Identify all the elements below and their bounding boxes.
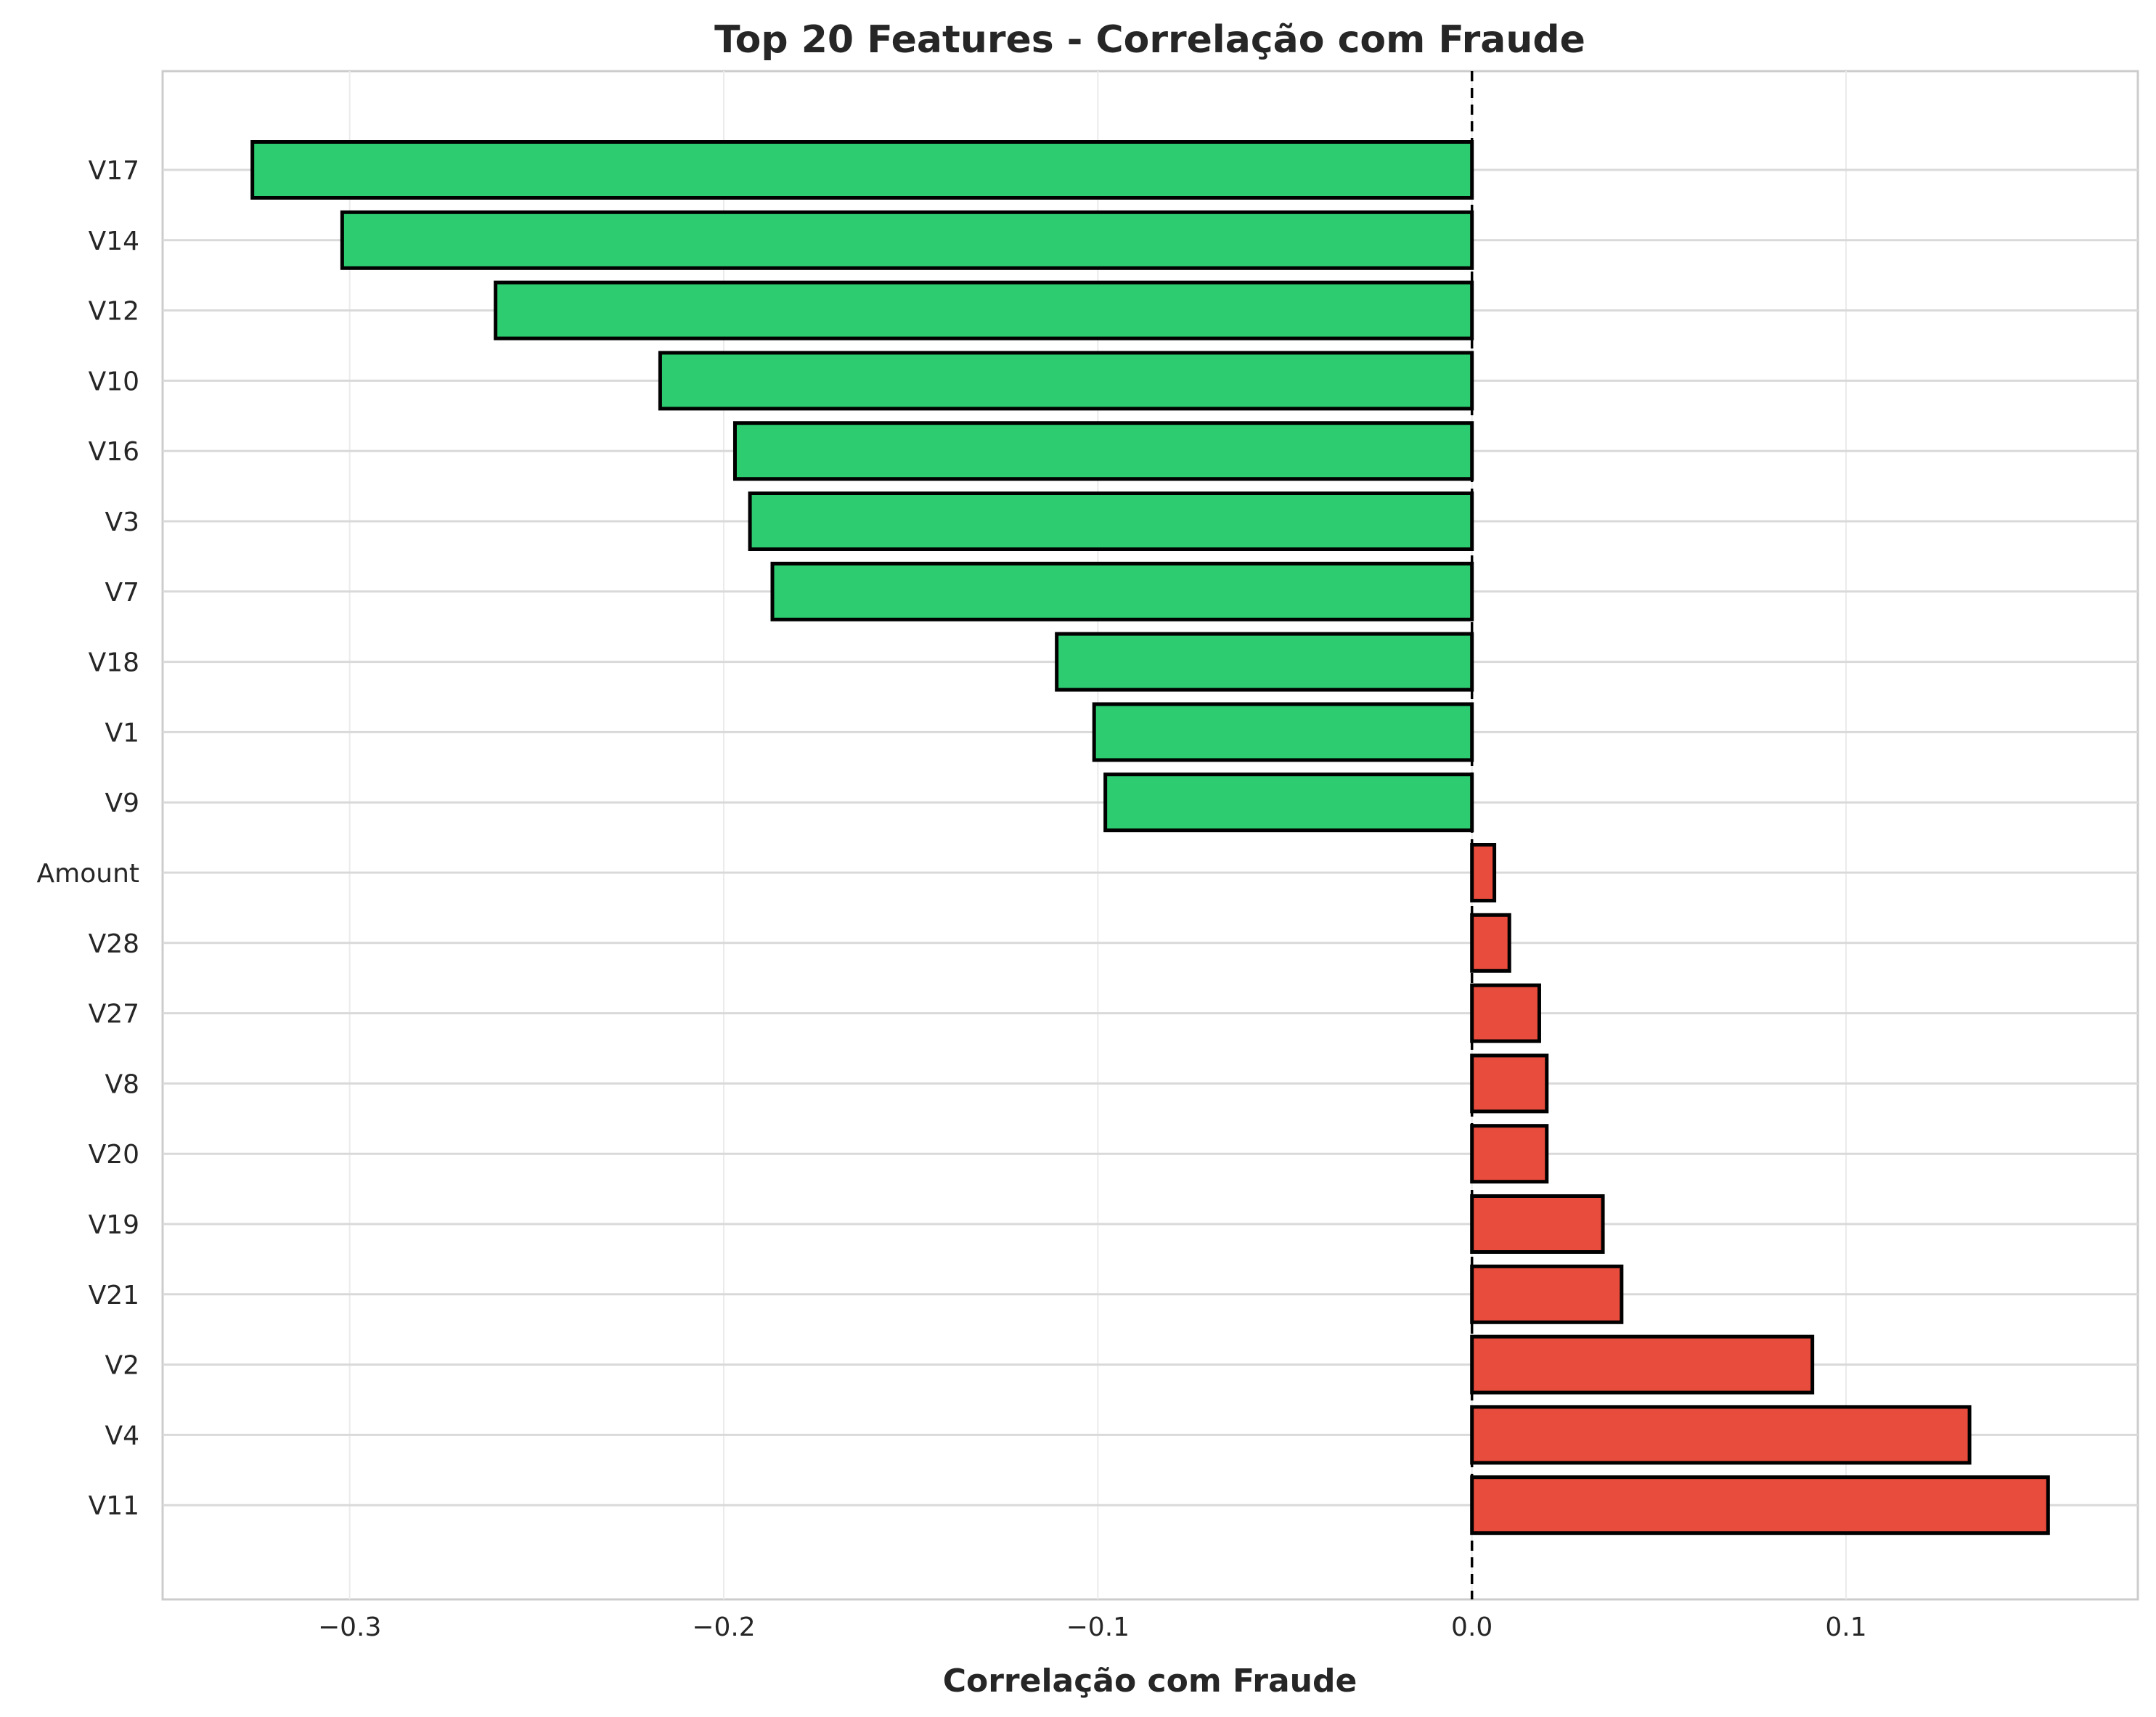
bar-v18 [1055, 632, 1474, 692]
y-tick-label: V20 [89, 1140, 139, 1170]
bar-v12 [494, 280, 1474, 340]
bar-v11 [1470, 1475, 2050, 1535]
bar-v28 [1470, 913, 1511, 973]
bar-v1 [1092, 702, 1474, 762]
y-tick-label: V28 [89, 929, 139, 959]
y-tick-labels: V17 V14 V12 V10 V16 V3 V7 V18 V1 V9 Amount V28 V27 V8… [37, 156, 139, 1521]
y-tick-label: V8 [105, 1069, 139, 1099]
y-tick-label: V19 [89, 1210, 139, 1240]
bar-v17 [250, 140, 1474, 200]
y-tick-label: V3 [105, 507, 139, 537]
bar-v27 [1470, 983, 1541, 1043]
bar-v14 [340, 210, 1474, 270]
x-axis-label: Correlação com Fraude [943, 1663, 1357, 1700]
bar-v20 [1470, 1124, 1549, 1184]
y-tick-label: V21 [89, 1281, 139, 1310]
bar-v4 [1470, 1405, 1972, 1465]
bar-v19 [1470, 1194, 1605, 1254]
bar-v8 [1470, 1053, 1549, 1114]
x-tick-label: −0.3 [318, 1612, 381, 1642]
bar-v10 [658, 351, 1474, 411]
bar-v21 [1470, 1264, 1624, 1324]
bar-v3 [748, 492, 1474, 551]
x-tick-label: −0.2 [692, 1612, 755, 1642]
y-tick-label: V18 [89, 648, 139, 678]
y-tick-label: V10 [89, 367, 139, 396]
y-tick-label: V27 [89, 1000, 139, 1029]
x-tick-labels: −0.3 −0.2 −0.1 0.0 0.1 [318, 1612, 1867, 1642]
y-tick-label: V7 [105, 578, 139, 608]
y-tick-label: V2 [105, 1351, 139, 1381]
bar-amount [1470, 843, 1497, 902]
bar-v16 [732, 421, 1474, 481]
y-tick-label: V17 [89, 156, 139, 186]
bar-v7 [770, 561, 1474, 621]
y-tick-label: V9 [105, 788, 139, 818]
y-tick-label: V14 [89, 227, 139, 256]
y-tick-label: V1 [105, 718, 139, 748]
bar-v2 [1470, 1334, 1815, 1395]
x-tick-label: 0.0 [1451, 1612, 1493, 1642]
y-tick-label: V11 [89, 1491, 139, 1521]
x-tick-label: −0.1 [1066, 1612, 1130, 1642]
y-tick-label: V4 [105, 1421, 139, 1451]
y-tick-label: Amount [37, 859, 139, 889]
y-tick-label: V12 [89, 297, 139, 327]
chart-title: Top 20 Features - Correlação com Fraude [714, 18, 1585, 62]
bar-v9 [1103, 772, 1474, 833]
x-tick-label: 0.1 [1825, 1612, 1866, 1642]
y-tick-label: V16 [89, 437, 139, 467]
bars [250, 140, 2050, 1535]
